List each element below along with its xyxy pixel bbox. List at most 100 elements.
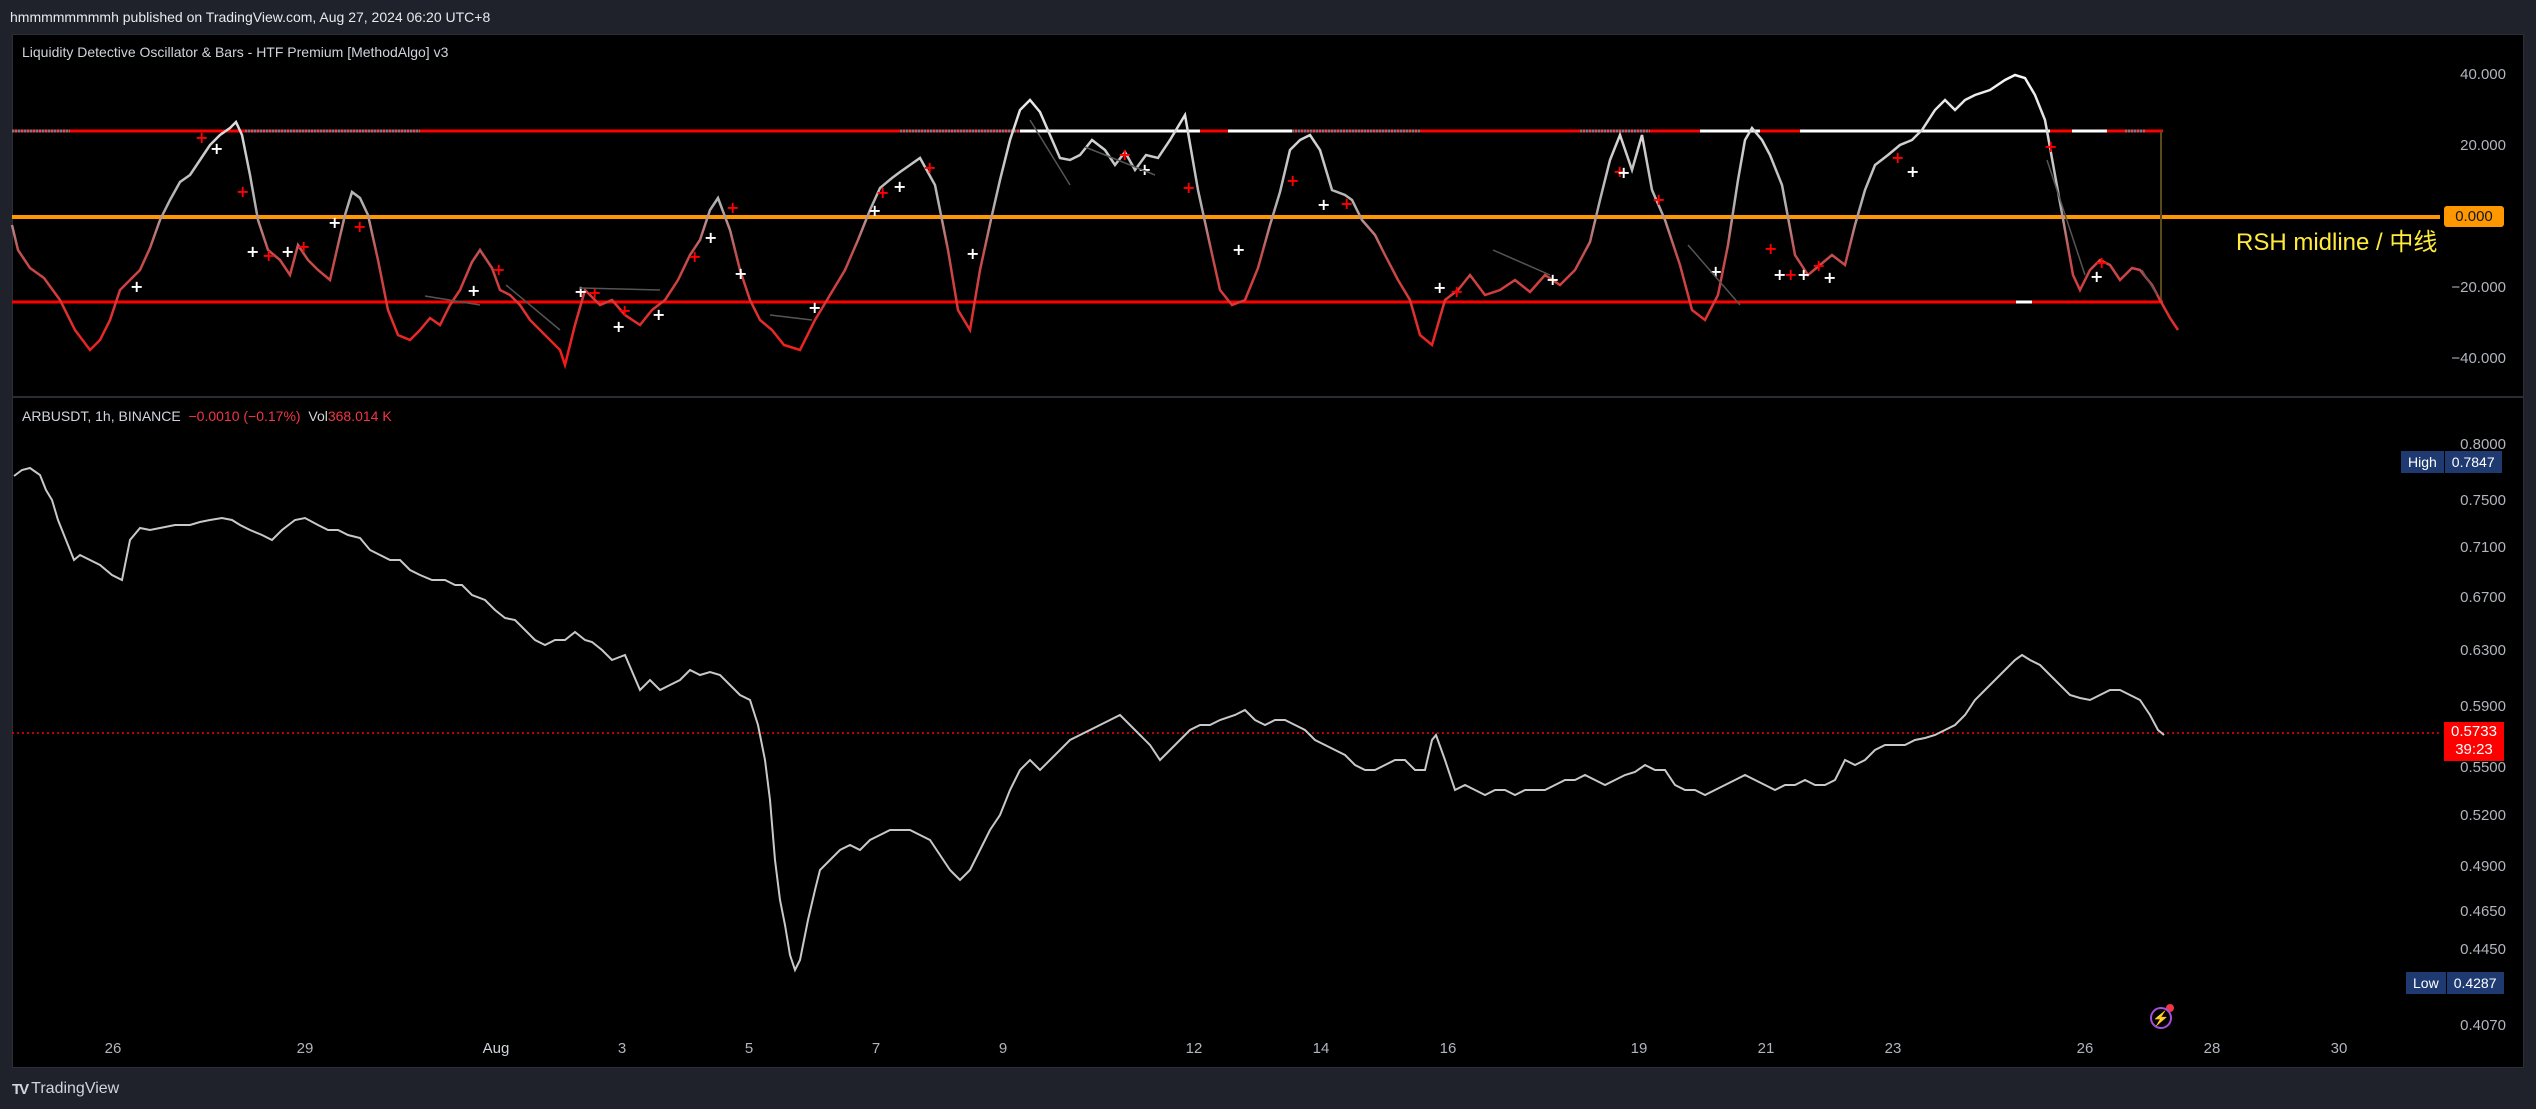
- rsh-midline-label: RSH midline / 中线: [2236, 229, 2438, 256]
- divergence-lines: [424, 119, 2158, 331]
- svg-text:+: +: [868, 201, 881, 220]
- svg-text:+: +: [1182, 178, 1195, 197]
- volume-label: Vol: [308, 408, 328, 424]
- x-tick: 5: [744, 1040, 754, 1057]
- svg-text:+: +: [2090, 267, 2103, 286]
- svg-text:+: +: [353, 217, 366, 236]
- last-price-badge: 0.5733 39:23: [2444, 722, 2504, 761]
- x-tick: 23: [1884, 1040, 1902, 1057]
- svg-text:+: +: [893, 177, 906, 196]
- price-tick: 0.6700: [2460, 589, 2506, 606]
- oscillator-title[interactable]: Liquidity Detective Oscillator & Bars - …: [22, 44, 449, 60]
- low-value: 0.4287: [2446, 972, 2504, 994]
- tradingview-logo[interactable]: TV TradingView: [12, 1080, 119, 1098]
- svg-text:+: +: [588, 283, 601, 302]
- svg-text:+: +: [328, 213, 341, 232]
- x-tick: 29: [296, 1040, 314, 1057]
- bar-countdown: 39:23: [2455, 741, 2493, 758]
- x-tick: 12: [1185, 1040, 1203, 1057]
- svg-text:+: +: [966, 244, 979, 263]
- svg-text:+: +: [262, 246, 275, 265]
- svg-text:+: +: [704, 228, 717, 247]
- svg-text:+: +: [1709, 262, 1722, 281]
- svg-text:+: +: [574, 282, 587, 301]
- price-tick: 0.8000: [2460, 436, 2506, 453]
- symbol-legend[interactable]: ARBUSDT, 1h, BINANCE −0.0010 (−0.17%) Vo…: [22, 408, 392, 424]
- svg-text:+: +: [210, 139, 223, 158]
- svg-text:+: +: [236, 182, 249, 201]
- price-tick: 0.4900: [2460, 858, 2506, 875]
- svg-text:+: +: [734, 264, 747, 283]
- svg-text:+: +: [1812, 256, 1825, 275]
- svg-text:+: +: [1764, 239, 1777, 258]
- x-tick: 7: [871, 1040, 881, 1057]
- svg-text:+: +: [467, 281, 480, 300]
- osc-tick-minus20: −20.000: [2451, 279, 2506, 296]
- price-tick: 0.7500: [2460, 492, 2506, 509]
- high-badge: High 0.7847: [2401, 451, 2502, 473]
- svg-text:+: +: [1286, 171, 1299, 190]
- price-tick: 0.4450: [2460, 941, 2506, 958]
- midline-value-badge: 0.000: [2444, 206, 2504, 227]
- svg-text:+: +: [1340, 194, 1353, 213]
- price-change: −0.0010 (−0.17%): [188, 408, 301, 424]
- price-tick: 0.5200: [2460, 807, 2506, 824]
- svg-text:+: +: [2095, 253, 2108, 272]
- price-tick: 0.4070: [2460, 1017, 2506, 1034]
- svg-text:+: +: [1784, 265, 1797, 284]
- chart-frame[interactable]: [12, 34, 2524, 1068]
- x-tick: 21: [1757, 1040, 1775, 1057]
- lightning-icon[interactable]: ⚡: [2150, 1007, 2172, 1029]
- svg-text:+: +: [1546, 270, 1559, 289]
- tradingview-mark-icon: TV: [12, 1080, 29, 1098]
- svg-text:+: +: [1317, 195, 1330, 214]
- price-tick: 0.4650: [2460, 903, 2506, 920]
- svg-text:+: +: [246, 242, 259, 261]
- svg-text:+: +: [1773, 265, 1786, 284]
- svg-text:+: +: [297, 237, 310, 256]
- price-tick: 0.6300: [2460, 642, 2506, 659]
- svg-text:+: +: [1617, 163, 1630, 182]
- volume-value: 368.014 K: [327, 408, 392, 424]
- low-badge: Low 0.4287: [2406, 972, 2504, 994]
- x-tick: 14: [1312, 1040, 1330, 1057]
- svg-text:+: +: [1433, 278, 1446, 297]
- svg-text:+: +: [1138, 160, 1151, 179]
- pane-separator[interactable]: [12, 396, 2524, 398]
- low-label: Low: [2406, 972, 2446, 994]
- x-tick: Aug: [482, 1040, 510, 1057]
- svg-text:+: +: [2044, 137, 2057, 156]
- svg-text:+: +: [876, 183, 889, 202]
- svg-text:+: +: [1891, 148, 1904, 167]
- published-caption: hmmmmmmmmh published on TradingView.com,…: [10, 9, 491, 25]
- svg-text:+: +: [923, 158, 936, 177]
- price-tick: 0.7100: [2460, 539, 2506, 556]
- svg-text:+: +: [1450, 282, 1463, 301]
- high-value: 0.7847: [2444, 451, 2502, 473]
- oscillator-line: [10, 73, 2180, 370]
- svg-text:+: +: [281, 242, 294, 261]
- svg-text:+: +: [808, 298, 821, 317]
- x-tick: 30: [2330, 1040, 2348, 1057]
- x-tick: 9: [998, 1040, 1008, 1057]
- svg-text:+: +: [1118, 145, 1131, 164]
- signal-markers: ++ ++ + + + + + + ++ + + ++ ++ ++ ++ ++ ++ +…: [130, 128, 2108, 336]
- x-tick: 16: [1439, 1040, 1457, 1057]
- svg-text:+: +: [1613, 162, 1626, 181]
- tradingview-brand: TradingView: [31, 1080, 120, 1097]
- svg-text:+: +: [492, 260, 505, 279]
- svg-text:+: +: [195, 128, 208, 147]
- price-tick: 0.5500: [2460, 759, 2506, 776]
- x-tick: 28: [2203, 1040, 2221, 1057]
- svg-text:+: +: [1232, 240, 1245, 259]
- osc-tick-20: 20.000: [2460, 137, 2506, 154]
- svg-text:+: +: [1797, 265, 1810, 284]
- osc-tick-minus40: −40.000: [2451, 350, 2506, 367]
- svg-text:+: +: [652, 305, 665, 324]
- osc-tick-40: 40.000: [2460, 66, 2506, 83]
- price-tick: 0.5900: [2460, 698, 2506, 715]
- svg-text:+: +: [130, 277, 143, 296]
- x-tick: 19: [1630, 1040, 1648, 1057]
- svg-text:+: +: [618, 301, 631, 320]
